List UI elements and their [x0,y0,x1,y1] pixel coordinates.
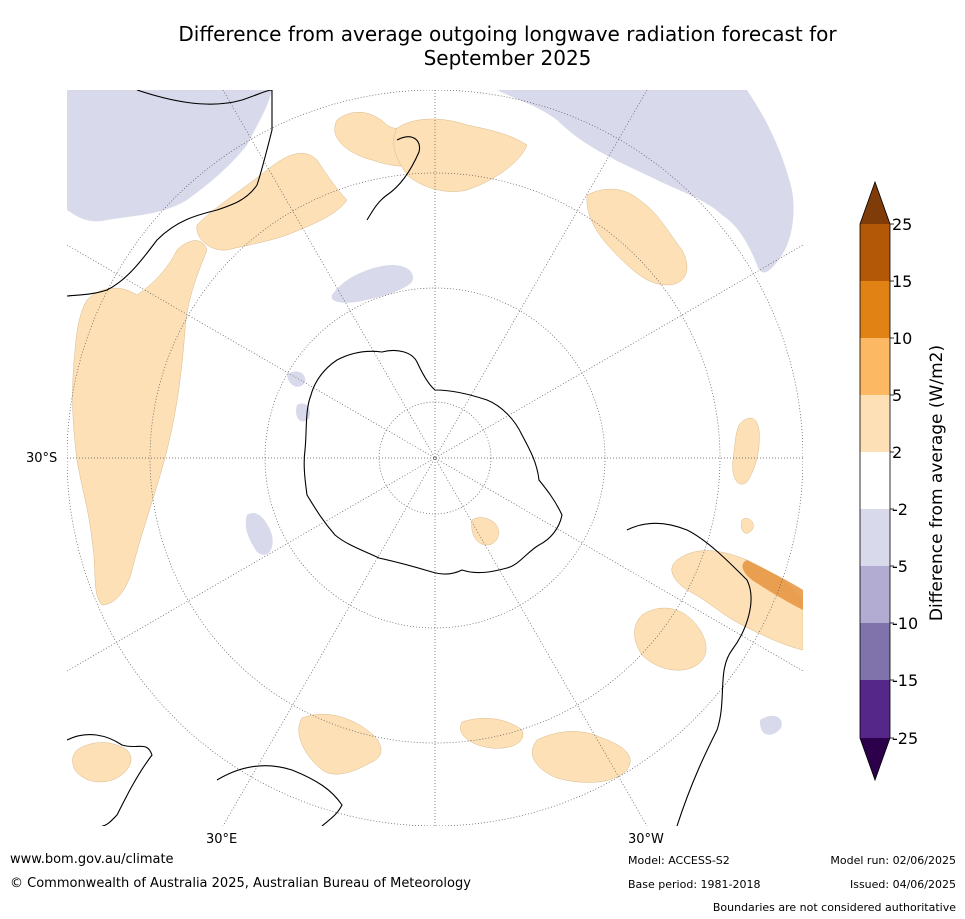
colorbar-band-10-15 [860,281,890,338]
title-line-2: September 2025 [423,46,592,70]
colorbar-band-neg-10-15 [860,623,890,680]
website-link[interactable]: www.bom.gov.au/climate [10,852,174,867]
colorbar-tick-label: -25 [892,729,919,748]
colorbar-band-neg-5-10 [860,566,890,623]
negative-area-west-3 [245,512,273,555]
positive-area-south-1 [532,731,631,783]
colorbar-tick-label: 10 [892,329,913,348]
colorbar-tick-label: -2 [892,500,908,519]
disclaimer-text: Boundaries are not considered authoritat… [712,901,956,914]
colorbar-bottom-arrow [860,738,890,780]
map-title: Difference from average outgoing longwav… [60,22,955,70]
lat-label-30s: 30°S [26,451,58,466]
positive-area-south-3 [298,713,382,775]
negative-area-mid [331,264,413,303]
colorbar-band-15-25 [860,224,890,281]
map-svg [67,90,803,826]
colorbar-band-neg-15-25 [860,680,890,738]
ocean-background [67,90,803,826]
positive-area-northeast [586,188,688,286]
antarctica-coast [303,349,563,575]
negative-area-west-1 [287,371,306,387]
colorbar-band-neutral [860,452,890,509]
strong-positive-area [742,560,803,610]
colorbar-tick-label: -10 [892,614,919,633]
colorbar-tick-label: 5 [892,386,903,405]
colorbar-tick-label: 25 [892,215,913,234]
africa-coast [67,734,153,826]
colorbar-tick-label: 2 [892,443,903,462]
positive-area-south-east [634,607,707,671]
lon-label-30w: 30°W [628,832,664,847]
positive-area-east-1 [732,417,760,485]
south-africa-coast [216,765,343,826]
colorbar-top-arrow [860,182,890,224]
australia-coast [67,90,273,297]
model-label: Model: ACCESS-S2 [628,854,730,867]
colorbar-tick-label: -5 [892,557,908,576]
positive-area-southwest [72,742,132,783]
negative-area-se [759,715,782,735]
title-line-1: Difference from average outgoing longwav… [178,22,837,46]
positive-area-west-band [72,240,208,606]
positive-area-south-2 [460,718,524,749]
positive-area-east-2 [741,518,754,534]
positive-area-antarctic-edge [471,517,499,546]
negative-area-nw [67,90,272,222]
polar-map [67,90,803,826]
new-zealand-coast [366,136,421,221]
colorbar [859,180,894,782]
issued-label: Issued: 04/06/2025 [849,878,956,891]
positive-area-northwest [196,153,348,251]
colorbar-tick-label: -15 [892,671,919,690]
colorbar-band-2-5 [860,395,890,452]
colorbar-tick-label: 15 [892,272,913,291]
south-america-coast [626,522,752,826]
model-run-label: Model run: 02/06/2025 [830,854,956,867]
graticule [67,90,803,826]
lon-label-30e: 30°E [206,832,238,847]
copyright-text: © Commonwealth of Australia 2025, Austra… [10,876,471,891]
coastlines [67,90,752,826]
base-period-label: Base period: 1981-2018 [628,878,761,891]
negative-area-ne [497,90,794,273]
colorbar-band-5-10 [860,338,890,395]
colorbar-title: Difference from average (W/m2) [927,344,947,622]
negative-anomaly-areas [67,90,794,735]
colorbar-band-neg-2-5 [860,509,890,566]
